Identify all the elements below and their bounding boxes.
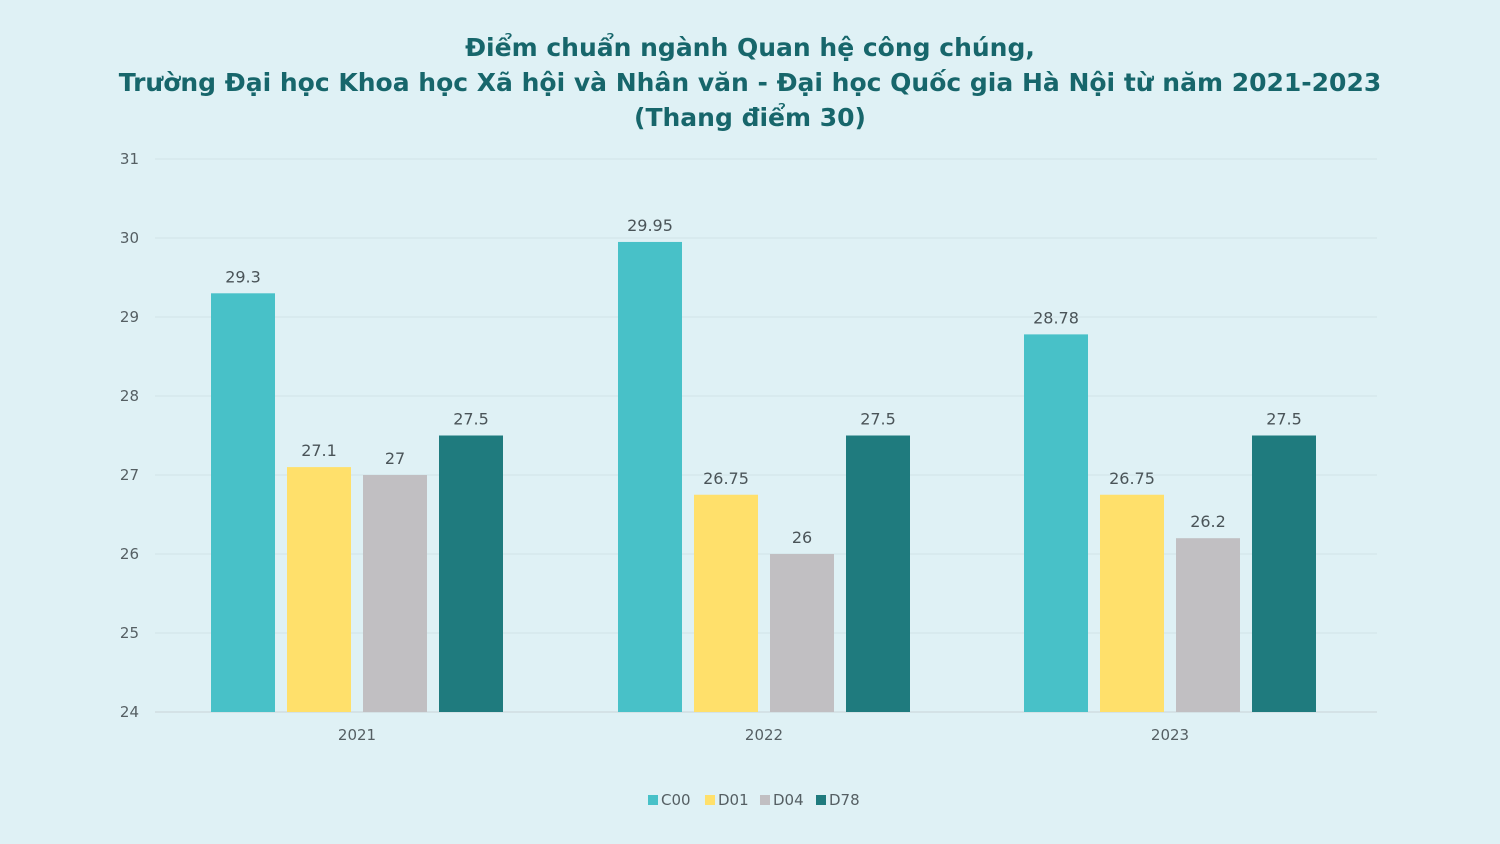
data-label: 27.5 xyxy=(453,410,489,429)
data-label: 29.95 xyxy=(627,216,673,235)
data-label: 26 xyxy=(792,528,812,547)
x-tick-label: 2022 xyxy=(745,726,783,744)
y-tick-label: 24 xyxy=(120,703,139,721)
y-tick-label: 27 xyxy=(120,466,139,484)
legend-swatch-D78 xyxy=(816,795,826,805)
bar-C00-2021 xyxy=(211,293,275,712)
bar-C00-2022 xyxy=(618,241,682,712)
bar-D01-2021 xyxy=(287,467,351,712)
bar-D04-2023 xyxy=(1176,538,1240,712)
data-label: 27.1 xyxy=(301,441,337,460)
y-tick-label: 29 xyxy=(120,308,139,326)
y-tick-label: 31 xyxy=(120,150,139,168)
y-tick-label: 30 xyxy=(120,229,139,247)
legend-label-D01: D01 xyxy=(718,791,749,809)
data-label: 26.2 xyxy=(1190,512,1226,531)
y-tick-label: 26 xyxy=(120,545,139,563)
legend-label-D78: D78 xyxy=(829,791,860,809)
x-tick-label: 2021 xyxy=(338,726,376,744)
bar-D04-2021 xyxy=(363,475,427,712)
legend-swatch-D04 xyxy=(760,795,770,805)
chart-title-line-2: Trường Đại học Khoa học Xã hội và Nhân v… xyxy=(118,68,1382,97)
bar-D78-2023 xyxy=(1252,435,1316,712)
legend-label-C00: C00 xyxy=(661,791,691,809)
x-tick-label: 2023 xyxy=(1151,726,1189,744)
bar-D01-2023 xyxy=(1100,494,1164,712)
y-tick-label: 28 xyxy=(120,387,139,405)
legend-swatch-D01 xyxy=(705,795,715,805)
chart-title: Điểm chuẩn ngành Quan hệ công chúng, Trư… xyxy=(0,30,1500,135)
y-tick-label: 25 xyxy=(120,624,139,642)
data-label: 27.5 xyxy=(860,410,896,429)
data-label: 27 xyxy=(385,449,405,468)
bar-D01-2022 xyxy=(694,494,758,712)
data-label: 27.5 xyxy=(1266,410,1302,429)
data-label: 29.3 xyxy=(225,267,261,286)
bar-D78-2022 xyxy=(846,435,910,712)
chart-title-line-1: Điểm chuẩn ngành Quan hệ công chúng, xyxy=(465,33,1035,62)
bar-D78-2021 xyxy=(439,435,503,712)
bar-C00-2023 xyxy=(1024,334,1088,712)
data-label: 26.75 xyxy=(1109,469,1155,488)
legend-swatch-C00 xyxy=(648,795,658,805)
legend-label-D04: D04 xyxy=(773,791,804,809)
data-label: 26.75 xyxy=(703,469,749,488)
chart-title-line-3: (Thang điểm 30) xyxy=(634,103,866,132)
bar-D04-2022 xyxy=(770,554,834,712)
data-label: 28.78 xyxy=(1033,308,1079,327)
